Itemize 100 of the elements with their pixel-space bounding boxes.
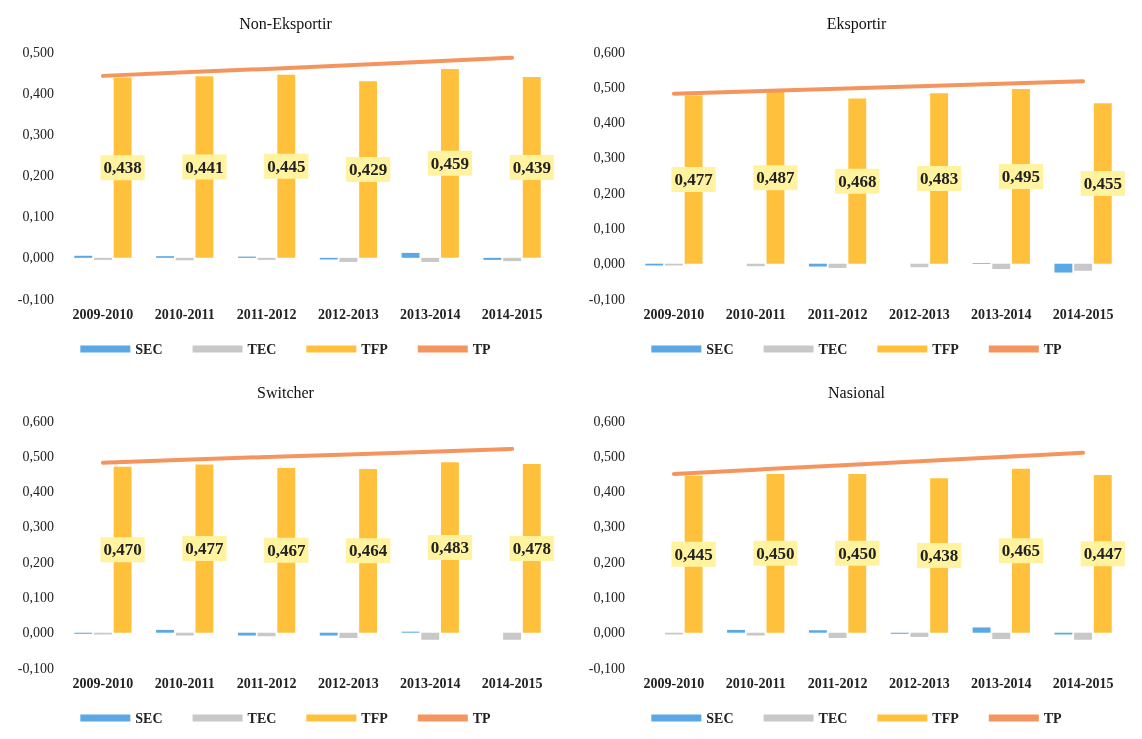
x-tick-label: 2010-2011	[725, 306, 786, 322]
bar	[93, 257, 112, 260]
bar	[483, 257, 502, 260]
bar	[503, 632, 522, 640]
y-tick-label: 0,600	[593, 413, 625, 429]
y-tick-label: 0,100	[22, 589, 54, 605]
data-label: 0,441	[185, 157, 224, 177]
bar	[339, 632, 358, 639]
x-tick-label: 2013-2014	[970, 675, 1032, 691]
x-tick-label: 2010-2011	[154, 306, 215, 322]
x-tick-label: 2013-2014	[399, 675, 461, 691]
data-label: 0,464	[348, 541, 388, 561]
legend-label: TFP	[932, 710, 960, 726]
data-label: 0,495	[1001, 166, 1041, 186]
chart-title: Eksportir	[826, 14, 887, 33]
data-label: 0,438	[103, 158, 142, 178]
x-tick-label: 2009-2010	[72, 306, 134, 322]
line-series	[671, 450, 1086, 476]
bar	[1074, 632, 1093, 640]
bar	[972, 627, 991, 633]
bar	[808, 630, 827, 633]
legend-label: TEC	[247, 710, 277, 726]
y-tick-label: -0,100	[588, 660, 625, 676]
legend-label: TP	[1043, 341, 1063, 357]
y-tick-label: 0,500	[22, 44, 54, 60]
y-tick-label: 0,500	[593, 448, 625, 464]
y-tick-label: 0,100	[593, 589, 625, 605]
bar	[503, 257, 522, 262]
y-tick-label: 0,200	[593, 554, 625, 570]
data-label: 0,459	[430, 153, 470, 173]
bar	[257, 257, 276, 260]
data-label: 0,450	[838, 543, 877, 563]
bar	[401, 252, 420, 258]
data-label: 0,445	[267, 156, 306, 176]
bar	[992, 263, 1011, 270]
legend-label: SEC	[706, 710, 734, 726]
legend-label: TEC	[818, 341, 848, 357]
bar	[910, 632, 929, 637]
x-tick-label: 2009-2010	[72, 675, 134, 691]
data-label: 0,465	[1001, 541, 1041, 561]
y-tick-label: 0,600	[22, 413, 54, 429]
bar	[828, 263, 847, 268]
legend-label: TP	[1043, 710, 1063, 726]
bar	[175, 632, 194, 636]
x-tick-label: 2014-2015	[481, 306, 543, 322]
data-label: 0,450	[756, 543, 795, 563]
y-tick-label: 0,000	[22, 250, 54, 266]
bar	[828, 632, 847, 639]
y-tick-label: 0,400	[22, 85, 54, 101]
y-tick-label: -0,100	[17, 291, 54, 307]
legend-label: SEC	[135, 341, 163, 357]
x-tick-label: 2010-2011	[725, 675, 786, 691]
x-tick-label: 2014-2015	[1052, 306, 1114, 322]
y-tick-label: -0,100	[17, 660, 54, 676]
data-label: 0,447	[1083, 544, 1123, 564]
data-label: 0,483	[430, 538, 470, 557]
data-label: 0,439	[512, 157, 551, 177]
bar	[421, 632, 440, 640]
y-tick-label: 0,000	[593, 256, 625, 272]
bar	[746, 632, 765, 636]
x-tick-label: 2012-2013	[318, 675, 379, 691]
legend-label: SEC	[135, 710, 163, 726]
x-tick-label: 2011-2012	[807, 675, 868, 691]
y-tick-label: 0,400	[593, 484, 625, 500]
x-tick-label: 2014-2015	[1052, 675, 1114, 691]
y-tick-label: -0,100	[588, 291, 625, 307]
y-tick-label: 0,200	[22, 554, 54, 570]
bar	[808, 263, 827, 267]
y-tick-label: 0,000	[22, 625, 54, 641]
bar	[1074, 263, 1093, 271]
legend-label: SEC	[706, 341, 734, 357]
data-label: 0,438	[919, 545, 959, 565]
y-tick-label: 0,200	[22, 168, 54, 183]
y-tick-label: 0,000	[593, 625, 625, 641]
y-tick-label: 0,400	[22, 484, 54, 500]
x-tick-label: 2013-2014	[970, 306, 1032, 322]
bar	[74, 255, 93, 258]
x-tick-label: 2012-2013	[318, 306, 379, 322]
legend-label: TP	[472, 341, 492, 357]
y-tick-label: 0,300	[22, 519, 54, 535]
legend-label: TFP	[361, 341, 389, 357]
x-tick-label: 2011-2012	[807, 306, 868, 322]
data-label: 0,477	[185, 539, 225, 559]
y-tick-label: 0,600	[593, 44, 625, 60]
x-tick-label: 2009-2010	[643, 306, 705, 322]
y-tick-label: 0,400	[593, 115, 625, 131]
data-label: 0,478	[512, 538, 551, 558]
data-label: 0,470	[103, 540, 142, 560]
y-tick-label: 0,100	[22, 209, 54, 225]
data-label: 0,467	[267, 540, 306, 560]
bar	[727, 629, 746, 633]
x-tick-label: 2014-2015	[481, 675, 543, 691]
data-label: 0,477	[674, 170, 714, 190]
x-tick-label: 2011-2012	[236, 675, 297, 691]
x-tick-label: 2011-2012	[236, 306, 297, 322]
y-tick-label: 0,300	[593, 150, 625, 166]
legend-label: TEC	[818, 710, 848, 726]
y-tick-label: 0,100	[593, 220, 625, 236]
line-series	[671, 79, 1086, 96]
bar	[992, 632, 1011, 640]
